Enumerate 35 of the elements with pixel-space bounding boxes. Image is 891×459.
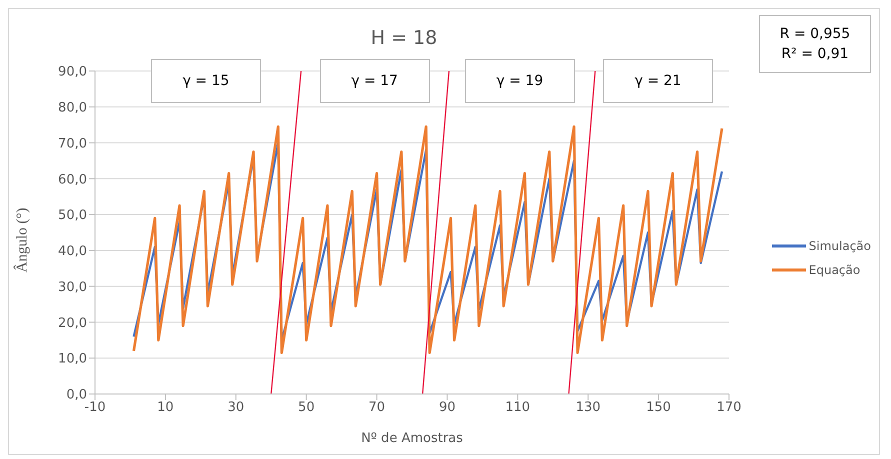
y-tick-label: 60,0 xyxy=(58,172,87,188)
annotation: γ = 15 xyxy=(182,73,230,89)
y-axis-title: Ângulo (°) xyxy=(13,208,30,272)
x-tick-label: 30 xyxy=(228,400,244,416)
y-tick-label: 10,0 xyxy=(58,352,87,367)
text: R² = 0,91 xyxy=(780,45,850,64)
y-tick-label: 70,0 xyxy=(58,136,87,152)
y-tick-label: 0,0 xyxy=(66,388,87,403)
x-tick-label: 170 xyxy=(716,400,742,416)
text: R = 0,955 xyxy=(778,25,852,44)
text-box: γ = 17 xyxy=(320,59,430,103)
y-tick-label: 30,0 xyxy=(58,280,87,295)
text-box: γ = 15 xyxy=(150,59,261,103)
x-axis-title: Nº de Amostras xyxy=(361,431,464,446)
text-box: γ = 21 xyxy=(602,59,713,103)
x-tick-label: 150 xyxy=(646,400,671,416)
annotation: γ = 21 xyxy=(634,73,682,89)
text-box: γ = 19 xyxy=(464,59,575,103)
annotation: γ = 17 xyxy=(351,73,398,89)
legend-label: Equação xyxy=(808,263,860,277)
y-tick-label: 50,0 xyxy=(58,208,87,224)
chart-title: H = 18 xyxy=(370,27,438,49)
x-tick-label: 70 xyxy=(368,400,386,416)
y-tick-label: 90,0 xyxy=(58,64,87,80)
legend-label: Simulação xyxy=(808,239,871,253)
x-tick-label: 130 xyxy=(576,400,601,416)
annotation: γ = 19 xyxy=(496,73,544,89)
x-tick-label: 90 xyxy=(438,400,456,416)
x-tick-label: 110 xyxy=(505,400,530,416)
x-tick-label: -10 xyxy=(84,400,106,416)
y-tick-label: 40,0 xyxy=(58,244,87,260)
x-tick-label: 50 xyxy=(298,400,315,416)
y-tick-label: 80,0 xyxy=(58,100,87,116)
x-tick-label: 10 xyxy=(157,400,174,416)
y-tick-label: 20,0 xyxy=(58,316,87,331)
